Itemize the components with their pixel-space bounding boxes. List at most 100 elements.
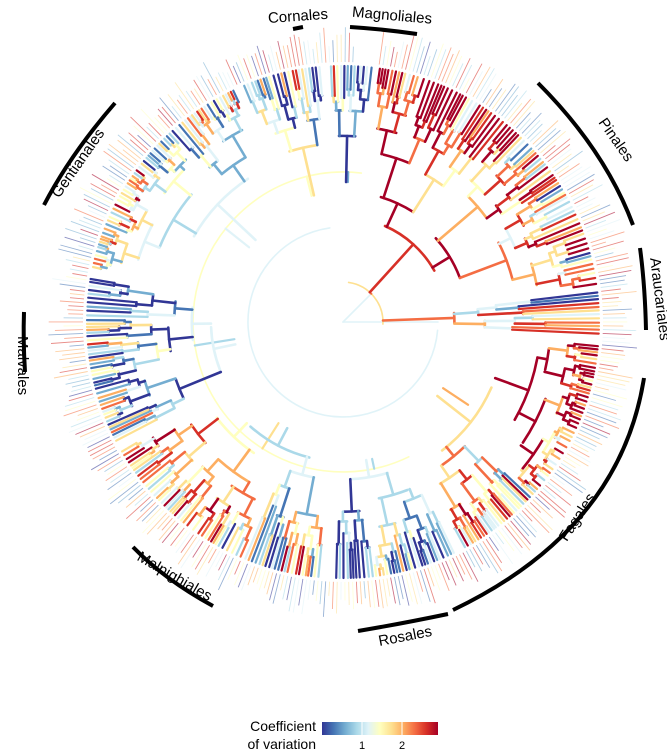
branch	[205, 122, 215, 135]
tip-label	[133, 125, 154, 145]
branch	[212, 116, 217, 121]
tip-label	[83, 216, 103, 226]
branch	[133, 172, 143, 180]
branch	[102, 406, 116, 413]
branch	[412, 536, 424, 567]
branch	[356, 509, 361, 522]
tip-label	[256, 45, 267, 74]
tip-label	[462, 552, 479, 582]
tip-label	[595, 252, 628, 262]
tip-label	[469, 71, 483, 96]
branch	[386, 69, 394, 95]
branch	[135, 203, 149, 212]
branch	[431, 530, 445, 559]
tip-label	[441, 53, 454, 82]
tip-label	[232, 65, 242, 84]
branch	[307, 555, 312, 577]
branch	[529, 174, 554, 192]
branch	[193, 112, 202, 123]
branch	[496, 484, 520, 510]
branch	[391, 101, 397, 114]
branch	[112, 207, 133, 219]
tip-label	[128, 487, 144, 501]
branch	[136, 441, 142, 447]
branch	[227, 92, 233, 102]
branch	[565, 252, 591, 261]
branch	[435, 522, 453, 556]
branch	[254, 80, 262, 96]
branch	[200, 119, 205, 124]
branch	[143, 186, 152, 193]
branch	[460, 104, 481, 136]
tip-label	[352, 581, 355, 610]
tip-label	[583, 211, 616, 226]
branch	[524, 479, 530, 486]
branch	[356, 65, 360, 84]
tip-label	[328, 46, 331, 63]
branch	[153, 479, 172, 497]
branch	[156, 144, 172, 160]
branch	[300, 97, 306, 115]
tip-label	[434, 565, 441, 581]
branch	[495, 195, 511, 208]
branch	[317, 544, 323, 578]
tip-label	[416, 571, 424, 592]
tip-label	[552, 153, 572, 169]
tip-label	[167, 94, 185, 117]
tip-label	[348, 32, 351, 63]
tip-label	[50, 340, 84, 344]
branch	[404, 73, 411, 93]
branch	[308, 104, 312, 113]
legend-title-line2: of variation	[248, 736, 316, 752]
tip-label	[301, 579, 308, 615]
branch	[110, 257, 123, 263]
tip-label	[136, 502, 157, 522]
branch	[135, 169, 145, 177]
branch	[274, 483, 281, 496]
branch	[351, 548, 355, 579]
branch	[561, 418, 571, 424]
branch	[91, 369, 116, 377]
branch	[532, 215, 548, 225]
tip-label	[64, 336, 84, 339]
branch	[86, 301, 138, 308]
branch	[122, 357, 135, 363]
tip-label	[542, 145, 556, 157]
tip-label	[430, 566, 441, 591]
branch	[387, 557, 393, 575]
tip-label	[479, 542, 499, 574]
branch	[126, 228, 133, 233]
tip-label	[597, 264, 613, 270]
branch	[135, 302, 154, 307]
branch	[142, 459, 172, 484]
branch	[232, 116, 243, 132]
branch	[426, 542, 436, 563]
branch	[399, 544, 408, 572]
tip-label	[518, 512, 538, 533]
branch	[578, 346, 599, 351]
branch	[428, 532, 441, 561]
branch	[531, 202, 544, 211]
branch	[506, 139, 525, 158]
branch	[88, 355, 115, 362]
branch	[294, 69, 301, 90]
branch	[239, 522, 245, 531]
tip-label	[547, 481, 562, 494]
branch	[380, 524, 387, 547]
branch	[87, 288, 111, 294]
tip-label	[570, 446, 590, 458]
branch	[170, 475, 180, 484]
branch	[296, 87, 302, 101]
branch	[165, 135, 175, 144]
branch	[138, 165, 155, 179]
branch	[471, 473, 488, 494]
tip-label	[52, 278, 86, 285]
branch	[113, 233, 120, 238]
branch	[463, 445, 480, 463]
branch	[513, 152, 537, 173]
clade-bar-malpighiales	[131, 545, 214, 608]
branch	[94, 378, 130, 390]
tip-label	[280, 575, 285, 591]
branch	[172, 218, 198, 235]
tip-label	[532, 120, 559, 145]
